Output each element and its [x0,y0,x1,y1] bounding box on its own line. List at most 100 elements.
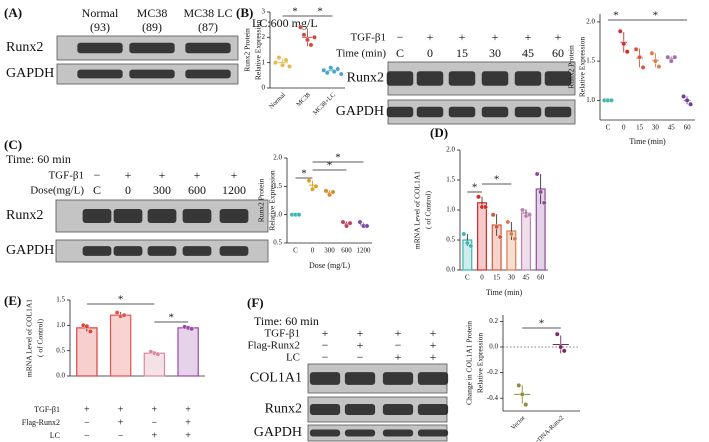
data-point [357,219,363,225]
data-point [483,204,488,210]
condition-mark: 1200 [222,183,246,197]
bar [76,327,98,377]
condition-mark: + [459,30,466,44]
data-point [87,329,93,334]
condition-mark: + [152,404,158,415]
condition-mark: 30 [489,46,501,60]
significance-label: * [327,160,333,172]
y-axis-label: Runx2 Protein [257,178,266,222]
condition-mark: 45 [522,46,534,60]
data-point [656,64,662,70]
data-point [114,310,120,316]
x-tick-label: 15 [493,274,501,282]
blot-band [82,246,112,256]
lane-label: (93) [90,20,110,34]
data-point [273,60,278,66]
condition-mark: − [118,430,124,441]
data-point [640,64,646,70]
condition-mark: − [397,30,404,44]
y-tick-label: 1.5 [273,182,282,190]
x-tick-label: MC38+LC [312,92,337,117]
blot-band [344,372,376,385]
blot-band [185,69,231,79]
condition-mark: 300 [153,183,171,197]
significance-label: * [613,10,619,22]
panel-label: (E) [4,293,21,308]
data-point [347,220,353,226]
y-axis-label: ( of Control) [424,191,433,229]
data-point [308,42,314,48]
x-tick-label: 60 [537,274,545,282]
condition-mark: C [93,183,101,197]
condition-mark: + [231,168,238,182]
data-point [461,231,467,237]
bar [520,212,531,271]
condition-mark: + [159,168,166,182]
condition-mark: − [152,417,158,428]
x-tick-label: cDNA-Runx2 [534,415,565,442]
blot-band [382,372,414,385]
data-point [464,240,470,246]
data-point [561,348,567,354]
x-tick-label: C [465,274,470,282]
data-point [534,171,540,177]
y-tick-label: 1.5 [446,176,455,184]
condition-mark: + [430,350,437,364]
panel-label: (B) [236,5,253,20]
condition-label: TGF-β1 [264,328,300,340]
data-point [283,57,289,63]
blot-band [448,106,476,118]
bar [177,327,199,377]
data-point [668,58,674,64]
data-point [684,97,690,103]
condition-mark: + [125,168,132,182]
condition-mark: + [194,168,201,182]
blot-row-label: GAPDH [6,66,54,81]
blot-band [77,69,123,79]
blot-row-label: Runx2 [265,402,302,417]
blot-band [382,429,414,437]
y-tick-label: 2.0 [273,154,282,162]
y-axis-label: mRNA Level of COL1A1 [25,299,34,377]
blot-band [182,208,212,224]
blot-band [344,429,376,437]
data-point [340,219,346,225]
data-point [665,54,671,60]
blot-band [147,246,177,256]
condition-mark: + [427,30,434,44]
data-point [621,41,627,47]
x-tick-label: 30 [652,124,660,132]
y-tick-label: 1.0 [446,206,455,214]
y-tick-label: 0.5 [273,239,282,247]
data-point [298,24,303,30]
blot-band [481,106,509,118]
condition-mark: + [395,350,402,364]
data-point [338,71,344,77]
condition-mark: + [185,404,191,415]
y-tick-label: 0.5 [446,236,455,244]
y-tick-label: 2.0 [446,146,455,154]
blot-band [77,42,123,54]
condition-label: LC [286,352,300,364]
blot-band [514,71,542,86]
data-point [672,54,678,60]
y-tick-label: 1.5 [586,57,595,65]
condition-mark: − [94,168,101,182]
x-tick-label: 30 [508,274,516,282]
blot-band [129,69,175,79]
data-point [468,243,474,249]
blot-band [309,404,341,415]
data-point [305,37,310,43]
x-tick-label: 1200 [357,247,372,255]
y-axis-label: Change in COL1A1 Protein [465,321,474,405]
blot-band [113,208,143,224]
blot-row-label: GAPDH [254,425,302,440]
data-point [609,97,614,103]
condition-mark: 0 [427,46,433,60]
condition-mark: + [395,326,402,340]
y-axis-label: Relative Expression [268,170,277,230]
data-point [558,344,564,350]
data-point [505,219,511,225]
data-point [330,189,336,195]
